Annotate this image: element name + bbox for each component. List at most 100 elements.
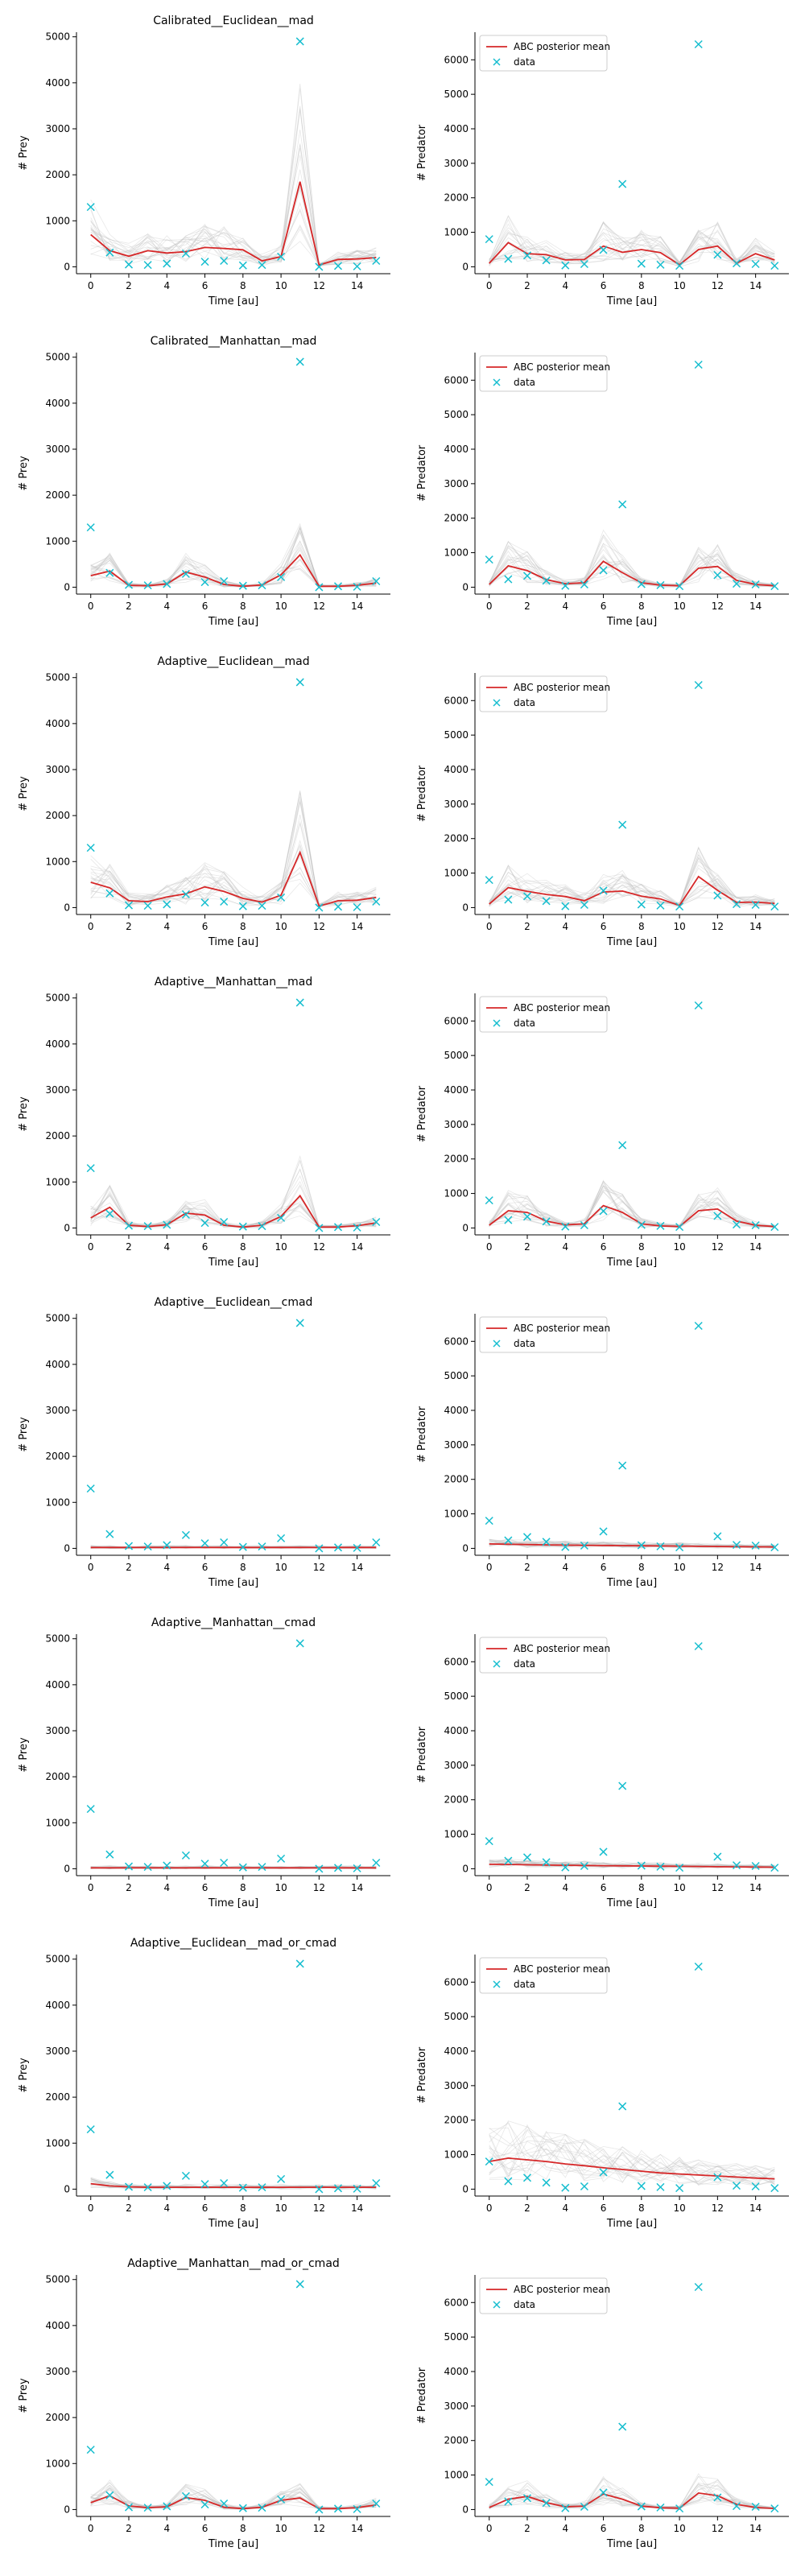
data-point [713,250,722,259]
posterior-mean-line [90,2495,377,2510]
data-point-stroke [618,1781,627,1790]
y-axis-label: # Predator [416,1085,428,1142]
data-point-stroke [315,1224,324,1232]
posterior-sample-line [90,1864,377,1869]
data-point [295,357,304,366]
x-tick-label: 10 [673,921,685,932]
data-point-stroke [713,2173,722,2182]
posterior-sample-line [90,186,377,265]
x-tick-label: 8 [638,2202,645,2214]
data-point-stroke [542,256,551,265]
data-point-stroke [751,1220,760,1230]
panel-3: Calibrated__Manhattan__mad 0 2 4 6 8 10 12 14 0 10… [18,335,390,628]
posterior-mean-line [90,553,377,588]
data-point-stroke [86,203,95,212]
data-point-stroke [238,1542,247,1551]
y-tick-label: 0 [64,902,70,913]
data-point [200,898,209,907]
x-tick-label: 12 [712,1241,724,1253]
data-point-stroke [732,259,741,268]
legend-mean-label: ABC posterior mean [514,361,610,373]
data-point [220,1858,229,1868]
data-point [732,580,741,588]
x-axis-label: Time [au] [606,1577,657,1589]
x-tick-label: 6 [601,1882,607,1893]
y-tick-label: 4000 [45,2000,70,2011]
x-tick-label: 4 [562,1882,568,1893]
posterior-mean-line [489,560,775,587]
data-point-stroke [86,2446,95,2454]
data-point [333,2504,343,2513]
data-point [561,1222,570,1231]
data-point-stroke [580,1220,588,1230]
data-point [732,259,741,268]
posterior-sample-line [90,1159,377,1228]
x-tick-label: 12 [313,601,325,612]
data-point-stroke [770,1864,779,1872]
data-point-stroke [372,1858,381,1868]
y-axis-label: # Predator [416,124,428,181]
data-point [105,1530,114,1538]
x-tick-label: 4 [163,601,170,612]
legend-data-label: data [514,697,535,708]
x-tick-label: 12 [313,2202,325,2214]
posterior-sample-line [90,866,377,906]
data-point-stroke [637,259,646,268]
legend-box [479,1957,608,1994]
posterior-sample-line [489,2487,775,2510]
data-point [713,2173,722,2182]
posterior-sample-line [489,2124,775,2184]
data-point [372,2178,381,2188]
data-point-stroke [751,1861,760,1871]
data-point-stroke [599,566,608,575]
data-point [675,2504,684,2513]
data-point [86,2446,95,2454]
data-point [181,2171,190,2180]
data-point-stroke [333,1223,343,1232]
legend: ABC posterior mean data [479,355,610,392]
posterior-sample-line [489,877,775,906]
panel-7: Adaptive__Manhattan__mad 0 2 4 6 8 10 12 14 0 1000… [18,976,390,1269]
posterior-mean-line [489,1204,775,1228]
x-axis-label: Time [au] [606,295,657,308]
x-tick-label: 2 [126,280,132,291]
y-tick-label: 6000 [444,1335,469,1347]
posterior-sample-line [489,218,775,267]
data-point-stroke [163,2502,171,2511]
data-point [522,2494,532,2503]
data-point-stroke [105,568,114,577]
x-tick-label: 12 [313,1562,325,1573]
posterior-sample-line [489,884,775,907]
data-point [181,249,190,258]
posterior-mean-line [489,2157,775,2180]
data-point-stroke [675,2504,684,2513]
data-point-stroke [485,876,493,885]
data-point-stroke [372,576,381,586]
data-point-stroke [542,576,551,585]
y-axis-label: # Prey [18,2058,30,2093]
legend-data-swatch [493,1980,501,1988]
data-point-stroke [770,582,779,591]
data-point-stroke [277,1534,286,1542]
y-tick-label: 6000 [444,1015,469,1026]
data-point-stroke [372,1538,381,1547]
panel-12: 0 2 4 6 8 10 12 14 0 1000 2000 3000 4000 5000 6000 Time… [416,1634,789,1909]
data-point [372,256,381,266]
x-tick-label: 2 [126,2523,132,2534]
data-point-stroke [238,2183,247,2192]
posterior-sample-line [90,792,377,908]
posterior-sample-line [489,2135,775,2183]
x-tick-label: 14 [351,1241,363,1253]
data-point-stroke [143,1222,152,1231]
y-tick-label: 0 [462,2504,469,2515]
posterior-sample-line [489,1179,775,1228]
data-point-stroke [220,2499,229,2508]
x-tick-label: 4 [562,921,568,932]
data-point [675,262,684,270]
data-point [163,259,171,268]
data-point [522,251,532,260]
posterior-sample-line [489,2143,775,2186]
posterior-sample-line [489,536,775,588]
data-point-stroke [238,581,247,590]
y-axis-label: # Prey [18,2378,30,2413]
